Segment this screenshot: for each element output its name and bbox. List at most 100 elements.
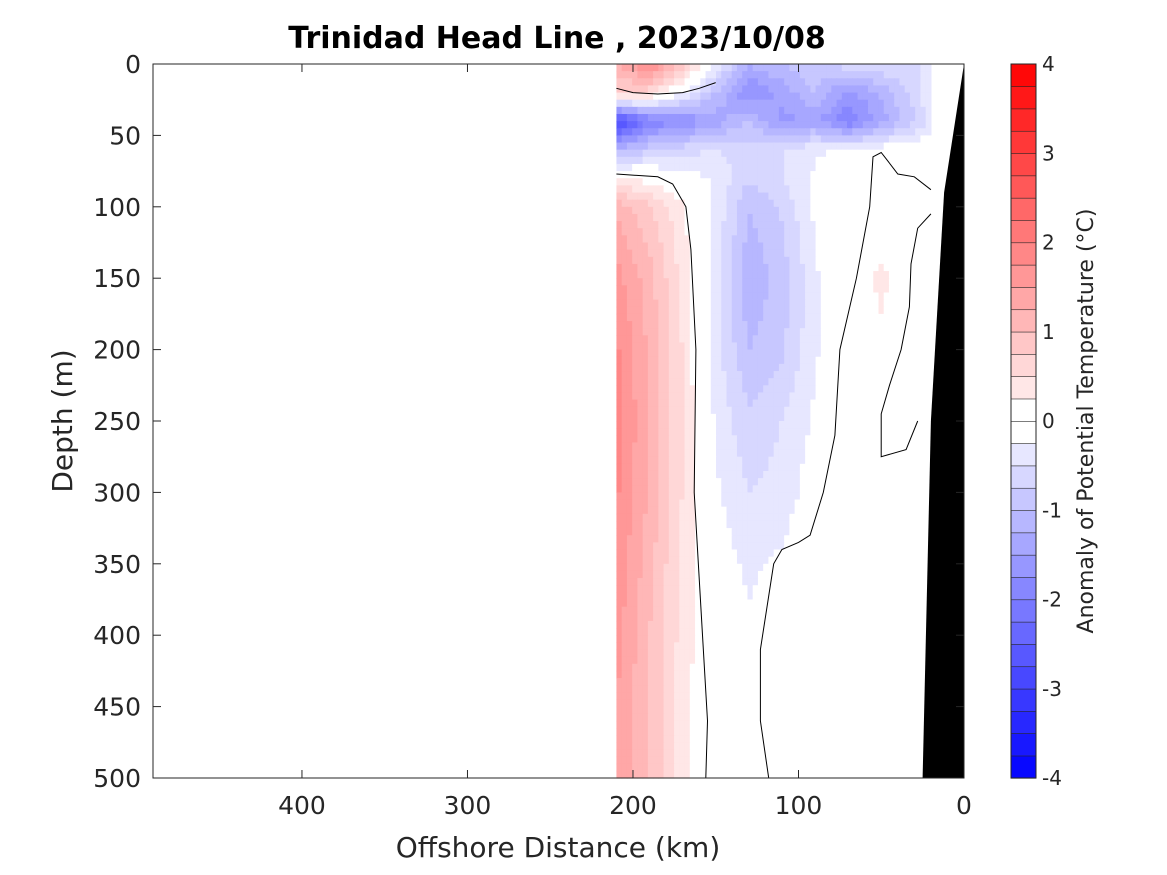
heatmap-cell — [805, 385, 811, 394]
heatmap-cell — [894, 78, 901, 87]
heatmap-cell — [826, 371, 832, 379]
heatmap-cell — [899, 456, 906, 465]
heatmap-cell — [663, 406, 670, 415]
heatmap-cell — [736, 628, 743, 636]
heatmap-cell — [731, 470, 738, 479]
heatmap-cell — [731, 563, 738, 572]
heatmap-cell — [721, 106, 728, 115]
heatmap-cell — [773, 321, 780, 329]
heatmap-cell — [773, 78, 780, 87]
heatmap-cell — [763, 406, 770, 415]
heatmap-cell — [847, 563, 853, 572]
heatmap-cell — [852, 378, 859, 386]
heatmap-cell — [647, 306, 654, 315]
heatmap-cell — [799, 585, 806, 593]
heatmap-cell — [668, 206, 675, 215]
heatmap-cell — [752, 99, 759, 108]
heatmap-cell — [841, 613, 848, 622]
heatmap-cell — [878, 549, 885, 558]
heatmap-cell — [794, 606, 801, 615]
heatmap-cell — [674, 292, 680, 301]
heatmap-cell — [841, 399, 848, 408]
heatmap-cell — [626, 385, 633, 394]
heatmap-cell — [616, 278, 623, 286]
heatmap-cell — [841, 292, 848, 301]
heatmap-cell — [752, 378, 759, 386]
heatmap-cell — [826, 399, 832, 408]
heatmap-cell — [909, 185, 916, 194]
heatmap-cell — [810, 213, 817, 222]
heatmap-cell — [658, 470, 665, 479]
heatmap-cell — [674, 64, 680, 72]
heatmap-cell — [721, 570, 728, 579]
heatmap-cell — [621, 149, 628, 158]
heatmap-cell — [626, 321, 633, 329]
heatmap-cell — [773, 620, 780, 629]
heatmap-cell — [752, 456, 759, 465]
heatmap-cell — [742, 613, 749, 622]
heatmap-cell — [794, 578, 801, 586]
heatmap-cell — [679, 463, 686, 472]
heatmap-cell — [873, 363, 880, 372]
heatmap-cell — [763, 285, 770, 294]
heatmap-cell — [757, 85, 764, 94]
heatmap-cell — [868, 428, 874, 436]
heatmap-cell — [731, 271, 738, 279]
heatmap-cell — [632, 392, 638, 401]
heatmap-cell — [626, 163, 633, 172]
heatmap-cell — [773, 271, 780, 279]
heatmap-cell — [847, 406, 853, 415]
heatmap-cell — [831, 520, 838, 529]
heatmap-cell — [815, 478, 822, 486]
heatmap-cell — [731, 78, 738, 87]
heatmap-cell — [915, 399, 922, 408]
heatmap-cell — [888, 313, 895, 322]
heatmap-cell — [778, 342, 785, 351]
heatmap-cell — [637, 85, 644, 94]
heatmap-cell — [925, 399, 932, 408]
heatmap-cell — [695, 249, 701, 258]
heatmap-cell — [841, 485, 848, 493]
heatmap-cell — [831, 249, 838, 258]
heatmap-cell — [862, 585, 869, 593]
heatmap-cell — [689, 606, 696, 615]
heatmap-cell — [695, 271, 701, 279]
heatmap-cell — [862, 292, 869, 301]
heatmap-cell — [915, 449, 922, 458]
heatmap-cell — [752, 92, 759, 101]
heatmap-cell — [831, 306, 838, 315]
heatmap-cell — [726, 613, 733, 622]
heatmap-cell — [862, 413, 869, 422]
heatmap-cell — [726, 342, 733, 351]
heatmap-cell — [721, 78, 728, 87]
heatmap-cell — [768, 356, 775, 365]
heatmap-cell — [784, 149, 790, 158]
heatmap-cell — [909, 156, 916, 165]
heatmap-cell — [915, 349, 922, 358]
heatmap-cell — [794, 463, 801, 472]
heatmap-cell — [736, 363, 743, 372]
heatmap-cell — [810, 235, 817, 244]
heatmap-cell — [862, 71, 869, 79]
heatmap-cell — [710, 378, 717, 386]
heatmap-cell — [915, 513, 922, 522]
heatmap-cell — [658, 213, 665, 222]
heatmap-cell — [684, 78, 691, 87]
heatmap-cell — [684, 285, 691, 294]
heatmap-cell — [778, 428, 785, 436]
heatmap-cell — [763, 592, 770, 601]
heatmap-cell — [757, 92, 764, 101]
heatmap-cell — [904, 185, 911, 194]
heatmap-cell — [826, 585, 832, 593]
heatmap-cell — [616, 221, 623, 229]
heatmap-cell — [904, 506, 911, 515]
heatmap-cell — [909, 278, 916, 286]
heatmap-cell — [752, 428, 759, 436]
heatmap-cell — [747, 235, 754, 244]
heatmap-cell — [663, 635, 670, 643]
heatmap-cell — [857, 585, 864, 593]
heatmap-cell — [909, 256, 916, 265]
heatmap-cell — [904, 592, 911, 601]
heatmap-cell — [621, 142, 628, 151]
heatmap-cell — [909, 313, 916, 322]
